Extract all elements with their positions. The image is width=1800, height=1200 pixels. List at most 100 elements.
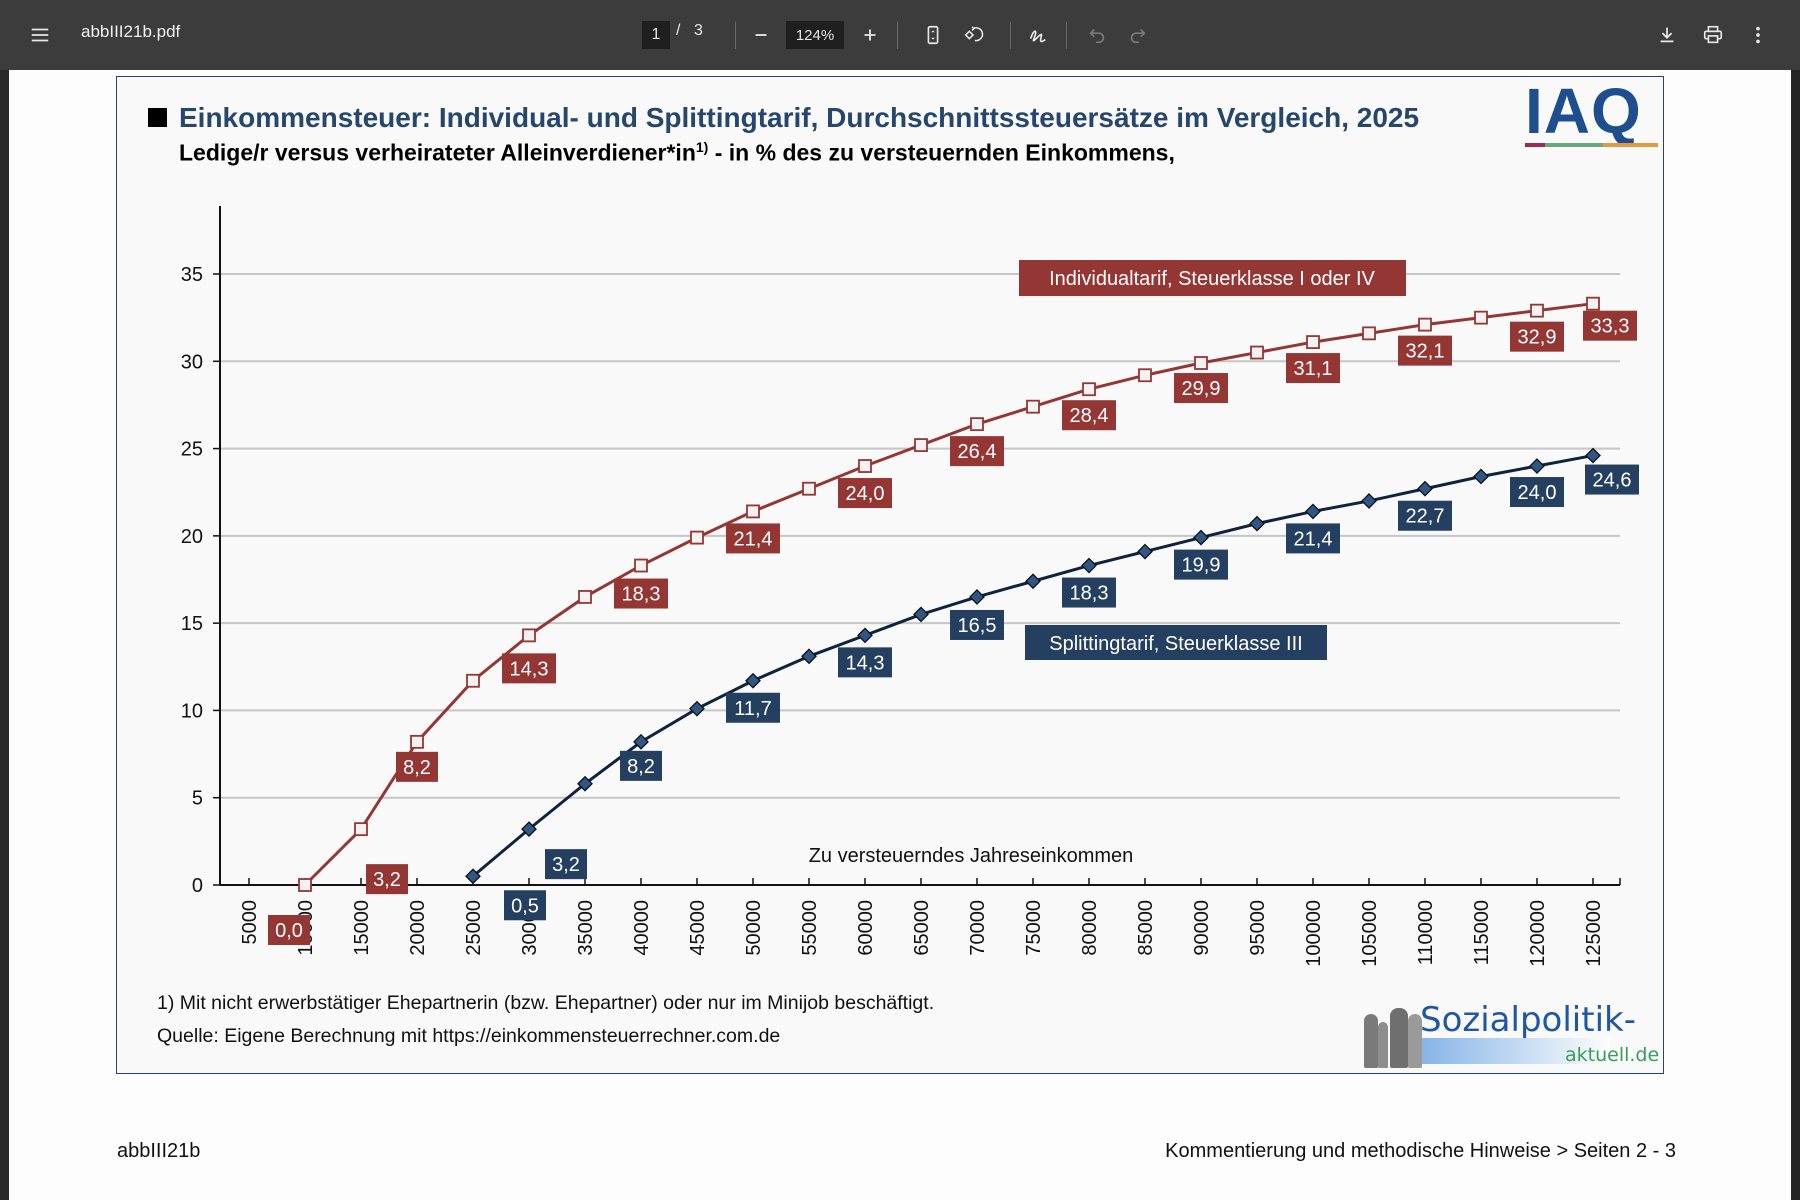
person-silhouette-icon xyxy=(1364,1014,1378,1068)
data-point-splittingtarif xyxy=(577,775,593,792)
x-tick-label: 55000 xyxy=(799,900,821,956)
data-label-bg-individualtarif xyxy=(1062,400,1116,431)
zoom-level-input[interactable]: 124% xyxy=(786,21,844,49)
data-point-splittingtarif xyxy=(1137,543,1153,560)
x-tick-label: 50000 xyxy=(743,900,765,956)
x-tick-label: 120000 xyxy=(1527,900,1549,967)
series-line-individualtarif xyxy=(303,302,1594,887)
x-tick-label: 70000 xyxy=(967,900,989,956)
data-point-splittingtarif xyxy=(801,648,817,665)
data-point-splittingtarif xyxy=(465,868,481,885)
data-point-splittingtarif xyxy=(1473,468,1489,485)
data-point-individualtarif xyxy=(858,459,872,473)
data-point-individualtarif xyxy=(1250,345,1264,360)
data-point-splittingtarif xyxy=(1193,529,1209,546)
data-label-bg-splittingtarif xyxy=(1585,464,1639,495)
undo-icon[interactable] xyxy=(1079,17,1115,53)
data-label-bg-individualtarif xyxy=(1286,353,1340,384)
data-point-splittingtarif xyxy=(1529,458,1545,474)
data-label-bg-individualtarif xyxy=(1583,310,1637,341)
data-label-individualtarif: 8,2 xyxy=(403,757,431,779)
subtitle-text-suffix: - in % des zu versteuernden Einkommens, xyxy=(708,139,1175,166)
redo-icon[interactable] xyxy=(1120,17,1156,53)
print-icon[interactable] xyxy=(1695,17,1731,53)
data-label-individualtarif: 32,9 xyxy=(1518,327,1557,349)
data-point-splittingtarif xyxy=(1585,447,1601,464)
chart-frame xyxy=(116,76,1664,1074)
x-tick-label: 75000 xyxy=(1023,900,1045,956)
more-options-icon[interactable] xyxy=(1740,17,1776,53)
x-tick-label: 65000 xyxy=(911,900,933,956)
data-label-bg-individualtarif xyxy=(1398,335,1452,366)
fit-page-icon[interactable] xyxy=(915,17,951,53)
y-tick-label: 0 xyxy=(192,875,203,897)
x-tick-label: 110000 xyxy=(1415,900,1437,965)
download-icon[interactable] xyxy=(1649,17,1685,53)
iaq-logo-bar xyxy=(1603,143,1658,147)
data-label-individualtarif: 28,4 xyxy=(1070,405,1109,427)
data-point-individualtarif xyxy=(634,558,648,573)
data-point-splittingtarif xyxy=(913,606,929,623)
data-point-splittingtarif xyxy=(1417,480,1433,497)
data-point-individualtarif xyxy=(1362,326,1376,341)
data-label-individualtarif: 18,3 xyxy=(622,584,661,606)
zoom-out-icon[interactable] xyxy=(743,17,779,53)
data-label-splittingtarif: 11,7 xyxy=(734,698,771,720)
data-label-bg-splittingtarif xyxy=(726,692,780,723)
data-label-bg-splittingtarif xyxy=(838,647,892,678)
y-tick-label: 25 xyxy=(181,439,203,461)
page-footer-right: Kommentierung und methodische Hinweise >… xyxy=(1165,1140,1676,1162)
x-tick-label: 35000 xyxy=(575,900,597,956)
x-tick-label: 15000 xyxy=(351,900,373,956)
sozialpolitik-logo: Sozialpolitik- aktuell.de xyxy=(1360,998,1660,1074)
data-point-individualtarif xyxy=(1138,368,1152,383)
source-note: Quelle: Eigene Berechnung mit https://ei… xyxy=(157,1025,781,1047)
data-label-individualtarif: 3,2 xyxy=(373,869,401,891)
data-point-individualtarif xyxy=(354,822,368,837)
data-point-individualtarif xyxy=(522,628,536,643)
title-bullet xyxy=(148,108,167,127)
iaq-logo-bar xyxy=(1525,143,1545,147)
data-point-individualtarif xyxy=(1530,303,1544,318)
toolbar-divider xyxy=(1066,22,1067,49)
x-tick-label: 25000 xyxy=(463,900,485,956)
person-silhouette-icon xyxy=(1408,1014,1422,1068)
data-label-splittingtarif: 21,4 xyxy=(1294,528,1333,550)
document-filename: abbIII21b.pdf xyxy=(81,22,181,41)
legend-label-splittingtarif: Splittingtarif, Steuerklasse III xyxy=(1049,633,1302,655)
y-tick-label: 5 xyxy=(192,788,203,810)
data-point-individualtarif xyxy=(746,504,760,519)
data-label-bg-individualtarif xyxy=(1174,373,1228,404)
rotate-icon[interactable] xyxy=(955,17,991,53)
x-tick-label: 80000 xyxy=(1079,900,1101,956)
data-label-bg-individualtarif xyxy=(502,653,556,684)
data-label-splittingtarif: 18,3 xyxy=(1070,583,1109,605)
menu-icon[interactable] xyxy=(22,17,58,53)
data-point-splittingtarif xyxy=(633,733,649,750)
data-label-bg-splittingtarif xyxy=(950,609,1004,640)
y-tick-label: 20 xyxy=(181,526,203,548)
data-label-bg-individualtarif xyxy=(366,864,408,895)
data-point-splittingtarif xyxy=(969,589,985,605)
data-point-individualtarif xyxy=(1026,399,1040,414)
data-label-bg-individualtarif xyxy=(726,523,780,554)
data-point-splittingtarif xyxy=(1249,515,1265,532)
data-point-individualtarif xyxy=(914,438,928,452)
data-label-splittingtarif: 0,5 xyxy=(511,895,539,917)
x-tick-label: 105000 xyxy=(1359,900,1381,967)
chart-title: Einkommensteuer: Individual- und Splitti… xyxy=(179,102,1420,133)
x-tick-label: 125000 xyxy=(1583,900,1605,967)
data-point-individualtarif xyxy=(298,878,312,892)
data-label-individualtarif: 26,4 xyxy=(958,441,997,463)
zoom-in-icon[interactable] xyxy=(852,17,888,53)
iaq-logo: IAQ xyxy=(1525,75,1658,150)
page-number-input[interactable]: 1 xyxy=(642,21,670,49)
iaq-logo-bar xyxy=(1545,143,1603,147)
draw-icon[interactable] xyxy=(1020,17,1056,53)
data-point-individualtarif xyxy=(970,417,984,432)
data-point-splittingtarif xyxy=(1305,503,1321,520)
data-label-bg-individualtarif xyxy=(614,578,668,609)
data-label-individualtarif: 21,4 xyxy=(734,528,773,550)
data-label-bg-splittingtarif xyxy=(504,890,546,921)
scrollbar-track[interactable] xyxy=(1791,70,1800,1200)
